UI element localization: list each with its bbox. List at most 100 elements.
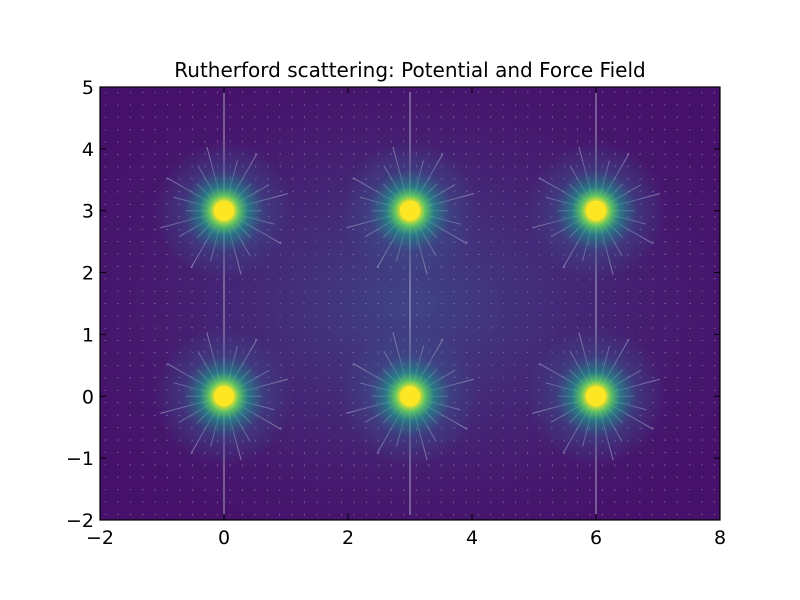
field-arrow [178,278,181,280]
field-arrow [204,103,206,106]
field-arrow [315,241,318,243]
field-arrow [614,290,617,293]
field-arrow [116,178,119,181]
field-arrow [327,414,330,417]
field-arrow [477,178,480,181]
field-arrow [117,513,119,516]
field-arrow [327,215,330,218]
field-arrow [104,116,107,119]
field-arrow [614,464,616,467]
field-arrow [191,103,194,106]
field-arrow [129,414,132,416]
field-arrow [663,439,667,442]
field-arrow [639,476,641,479]
field-arrow [141,464,144,466]
field-arrow [129,91,132,94]
field-arrow [267,152,269,156]
field-arrow [688,104,691,106]
field-arrow [478,327,480,329]
field-arrow [453,266,456,268]
field-arrow [204,128,206,131]
field-arrow [304,389,307,392]
field-arrow [364,266,367,268]
field-arrow [104,426,107,429]
field-arrow [465,253,468,256]
field-arrow [490,451,492,454]
field-arrow [701,116,703,119]
field-arrow [514,253,516,256]
field-arrow [676,141,679,143]
field-arrow [538,439,541,442]
field-arrow [440,464,442,467]
field-arrow [291,177,294,180]
field-arrow [153,165,157,168]
field-arrow [701,426,704,429]
field-arrow [465,476,467,479]
field-arrow [428,314,430,317]
field-arrow [154,513,157,516]
field-arrow [129,178,132,181]
field-arrow [303,314,305,317]
field-arrow [179,501,181,504]
field-arrow [166,351,169,354]
field-arrow [490,278,493,280]
field-arrow [713,426,716,429]
field-arrow [526,414,529,417]
field-arrow [688,166,691,168]
field-arrow [327,402,330,404]
field-arrow [663,116,666,119]
plot-area [100,87,720,520]
field-arrow [490,177,492,180]
field-arrow [129,153,132,156]
field-arrow [626,314,629,317]
field-arrow [340,278,342,280]
field-arrow [639,464,641,467]
field-arrow [676,488,679,491]
field-arrow [526,439,529,442]
field-arrow [327,389,330,392]
field-arrow [551,326,553,329]
field-arrow [153,426,156,429]
field-arrow [651,501,654,504]
field-arrow [179,116,181,119]
field-arrow [228,290,231,293]
field-arrow [315,351,318,354]
field-arrow [154,116,157,119]
y-axis: −2 −1 0 1 2 3 4 5 [66,77,720,532]
field-arrow [490,339,493,341]
field-arrow [701,141,704,144]
field-arrow [515,314,517,317]
field-arrow [117,91,119,94]
field-arrow [179,91,181,94]
field-arrow [104,488,107,491]
field-arrow [216,128,219,131]
field-arrow [639,339,642,341]
field-arrow [129,166,132,168]
field-arrow [304,402,306,405]
field-arrow [477,165,480,168]
field-arrow [614,115,616,119]
field-arrow [478,266,480,268]
field-arrow [340,327,342,329]
field-arrow [490,389,493,392]
field-arrow [365,290,367,293]
field-arrow [539,153,541,156]
field-arrow [228,314,231,317]
field-arrow [179,464,181,467]
field-arrow [141,153,144,156]
field-arrow [651,128,654,131]
field-arrow [614,91,616,94]
field-arrow [539,314,541,317]
field-arrow [104,141,107,144]
field-arrow [513,389,516,392]
field-arrow [502,253,505,256]
field-arrow [701,128,703,131]
field-arrow [117,488,119,491]
field-arrow [601,115,604,119]
field-arrow [216,91,219,94]
field-arrow [651,91,654,94]
field-arrow [191,91,194,94]
field-arrow [377,314,380,317]
field-arrow [279,439,282,442]
field-arrow [663,128,666,131]
